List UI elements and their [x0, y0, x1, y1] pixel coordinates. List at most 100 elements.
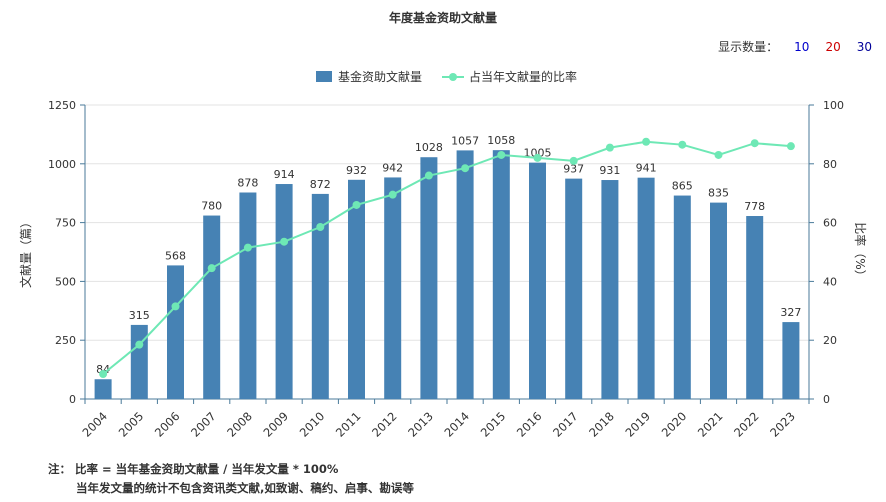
bar: [203, 215, 221, 399]
ratio-point: [424, 171, 433, 180]
ratio-point: [280, 237, 289, 246]
x-tick-label: 2022: [731, 409, 762, 440]
x-tick-label: 2015: [478, 409, 509, 440]
bar: [384, 177, 402, 399]
x-tick-label: 2012: [369, 409, 400, 440]
x-tick-label: 2018: [586, 409, 617, 440]
ratio-point: [461, 164, 470, 173]
bar-data-label: 315: [129, 309, 150, 322]
x-tick-label: 2004: [79, 409, 110, 440]
note-ratio-definition: 注： 比率 = 当年基金资助文献量 / 当年发文量 * 100%: [48, 462, 339, 476]
ratio-line: [102, 140, 791, 375]
ratio-point: [207, 264, 216, 273]
ratio-point: [714, 150, 723, 159]
ratio-point: [497, 150, 506, 159]
bar-data-label: 835: [708, 187, 729, 200]
bar-data-label: 327: [780, 306, 801, 319]
legend-label-bar: 基金资助文献量: [338, 69, 422, 84]
x-tick-label: 2019: [622, 409, 653, 440]
bar-data-label: 865: [672, 180, 693, 193]
bar: [167, 265, 184, 399]
chart-title: 年度基金资助文献量: [388, 11, 497, 25]
y-right-tick-label: 100: [823, 99, 844, 112]
x-tick-label: 2016: [514, 409, 545, 440]
x-tick-label: 2013: [405, 409, 436, 440]
bar-data-label: 878: [237, 176, 258, 189]
bar: [746, 216, 764, 399]
y-left-tick-label: 750: [55, 217, 76, 230]
display-count-control: 显示数量： 10 20 30: [718, 38, 872, 55]
x-tick-label: 2011: [333, 409, 364, 440]
ratio-point: [316, 223, 325, 232]
x-tick-label: 2008: [224, 409, 255, 440]
bar: [492, 150, 510, 399]
bar-data-label: 941: [636, 162, 657, 175]
x-tick-label: 2005: [116, 409, 147, 440]
x-tick-label: 2006: [152, 409, 183, 440]
ratio-point: [605, 143, 614, 152]
y-left-axis-title: 文献量（篇）: [18, 216, 33, 288]
ratio-point: [352, 200, 361, 209]
ratio-point: [388, 190, 397, 199]
ratio-point: [135, 340, 144, 349]
y-right-tick-label: 80: [823, 158, 837, 171]
y-left-tick-label: 500: [55, 275, 76, 288]
x-tick-label: 2010: [297, 409, 328, 440]
display-count-label: 显示数量：: [718, 40, 779, 54]
ratio-point: [678, 140, 687, 149]
bar: [637, 177, 655, 399]
bar: [565, 178, 583, 399]
bar-data-label: 1057: [451, 134, 479, 147]
bar-data-label: 931: [599, 164, 620, 177]
legend-label-line: 占当年文献量的比率: [469, 69, 577, 84]
display-count-option-10[interactable]: 10: [794, 40, 810, 54]
ratio-point: [171, 302, 180, 311]
bar-data-label: 568: [165, 249, 186, 262]
bar: [94, 379, 112, 399]
bar: [420, 157, 438, 399]
x-tick-label: 2007: [188, 409, 219, 440]
x-tick-label: 2021: [695, 409, 726, 440]
display-count-option-20[interactable]: 20: [825, 40, 841, 54]
bar: [348, 179, 365, 399]
bar-data-label: 872: [310, 178, 331, 191]
x-tick-label: 2014: [441, 409, 472, 440]
bar-data-label: 942: [382, 161, 403, 174]
y-left-tick-label: 0: [69, 393, 76, 406]
bar-data-label: 780: [201, 200, 222, 213]
bar: [673, 195, 691, 399]
ratio-point: [533, 153, 542, 162]
y-right-tick-label: 20: [823, 334, 837, 347]
bar-data-label: 932: [346, 164, 367, 177]
ratio-point: [569, 156, 578, 165]
x-tick-label: 2023: [767, 409, 798, 440]
x-tick-label: 2017: [550, 409, 581, 440]
y-left-tick-label: 1000: [48, 158, 76, 171]
ratio-point: [243, 243, 252, 252]
bar: [456, 150, 474, 399]
bar-data-label: 937: [563, 163, 584, 176]
y-right-axis-title: 比率（%）: [853, 222, 868, 281]
bar-data-label: 1028: [415, 141, 443, 154]
chart-area: 基金资助文献量 占当年文献量的比率 0 250 500 750 1000 1250 0 20 40 6…: [18, 69, 868, 440]
bar: [601, 180, 619, 399]
x-tick-label: 2009: [260, 409, 291, 440]
ratio-point: [99, 370, 108, 379]
bar: [782, 322, 800, 399]
ratio-point: [750, 139, 759, 148]
ratio-point: [642, 137, 651, 146]
notes: 注： 比率 = 当年基金资助文献量 / 当年发文量 * 100% 当年发文量的统…: [48, 460, 414, 498]
bar: [239, 192, 257, 399]
y-right-tick-label: 60: [823, 217, 837, 230]
bar: [275, 184, 293, 399]
bar-data-label: 914: [274, 168, 295, 181]
bar: [130, 324, 148, 399]
display-count-option-30[interactable]: 30: [856, 40, 872, 54]
ratio-point: [786, 142, 795, 151]
y-right-tick-label: 40: [823, 275, 837, 288]
y-right-tick-label: 0: [823, 393, 830, 406]
bar-data-label: 1058: [487, 134, 515, 147]
x-tick-label: 2020: [659, 409, 690, 440]
bar: [710, 202, 727, 399]
note-count-exclusion: 当年发文量的统计不包含资讯类文献,如致谢、稿约、启事、勘误等: [76, 481, 414, 495]
